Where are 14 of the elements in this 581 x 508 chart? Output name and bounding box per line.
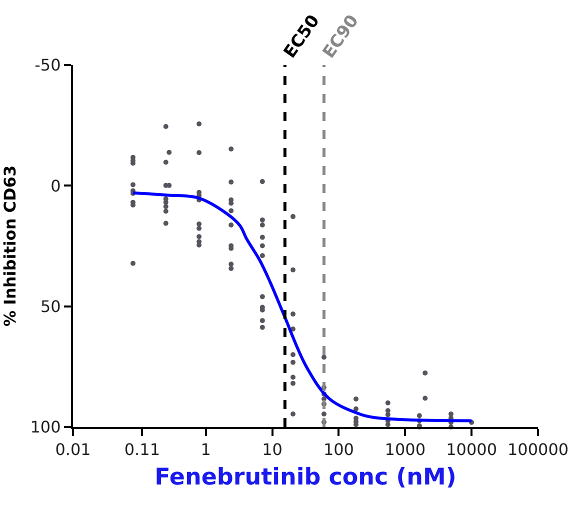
y-tick-label: 50 — [40, 296, 61, 316]
x-tick-label: 1000 — [384, 440, 426, 460]
x-tick-label: 10000 — [446, 440, 498, 460]
y-tick-label: -50 — [34, 56, 61, 75]
y-axis-title: % Inhibition CD63 — [0, 165, 20, 327]
x-tick-label: 1 — [200, 440, 211, 460]
x-tick-label: 100 — [323, 440, 354, 460]
x-tick-label: 0.01 — [55, 440, 91, 460]
x-axis-title: Fenebrutinib conc (nM) — [154, 464, 456, 490]
x-tick-label: 0.11 — [124, 440, 160, 460]
y-tick-label: 100 — [30, 418, 61, 437]
x-tick-label: 100000 — [507, 440, 569, 460]
x-tick-label: 10 — [262, 440, 282, 460]
y-tick-label: 0 — [50, 176, 61, 196]
